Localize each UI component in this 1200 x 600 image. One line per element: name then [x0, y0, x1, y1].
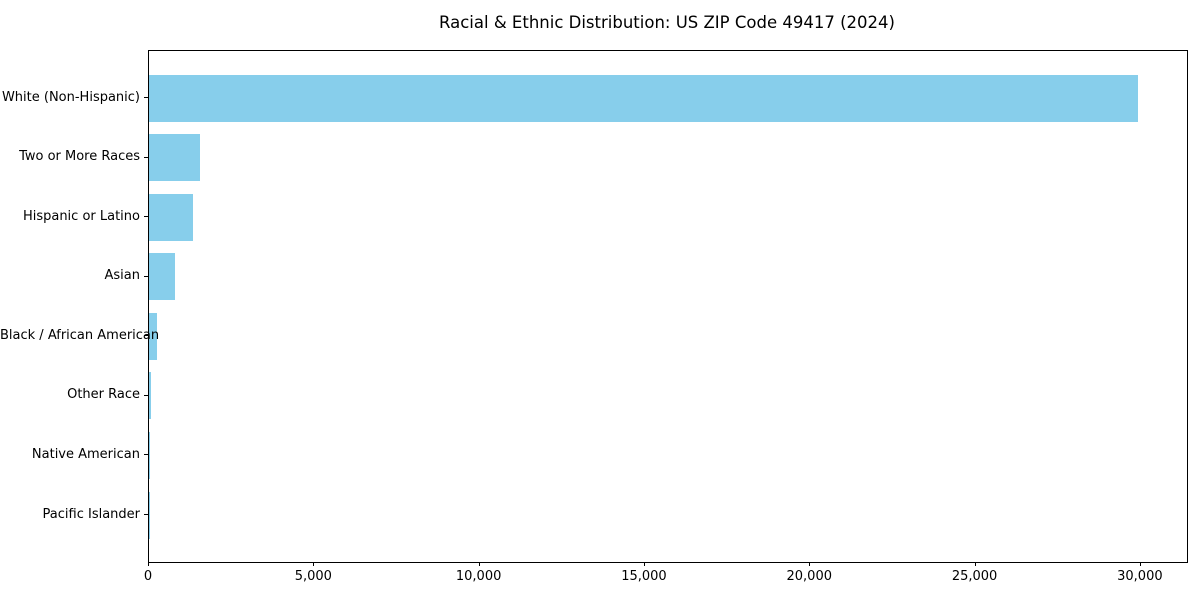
y-tick-label: Native American [31, 446, 140, 462]
y-tick-mark [144, 156, 148, 158]
y-tick-mark [144, 454, 148, 456]
y-tick-mark [144, 394, 148, 396]
chart-title: Racial & Ethnic Distribution: US ZIP Cod… [439, 13, 895, 32]
y-tick-mark [144, 335, 148, 337]
bar [149, 74, 1138, 122]
bar [149, 431, 150, 479]
x-tick-mark [313, 562, 315, 566]
x-tick-label: 10,000 [455, 569, 502, 584]
y-tick-mark [144, 514, 148, 515]
y-tick-label: Black / African American [0, 327, 160, 343]
x-tick-mark [643, 562, 645, 566]
y-tick-label: White (Non-Hispanic) [1, 89, 140, 105]
x-tick-label: 30,000 [1117, 569, 1163, 584]
x-tick-label: 25,000 [951, 569, 998, 584]
plot-area [148, 50, 1188, 563]
y-tick-label: Asian [104, 268, 140, 284]
x-tick-mark [478, 562, 480, 566]
y-tick-mark [144, 216, 148, 218]
x-tick-mark [1139, 562, 1141, 566]
x-tick-label: 0 [143, 569, 153, 584]
x-tick-label: 20,000 [786, 569, 833, 584]
y-tick-label: Hispanic or Latino [22, 208, 140, 224]
x-tick-mark [809, 562, 811, 566]
y-tick-label: Pacific Islander [42, 506, 140, 522]
y-tick-label: Other Race [67, 387, 140, 403]
bar [149, 372, 151, 420]
bar [149, 134, 201, 182]
x-tick-mark [148, 562, 149, 566]
bar [149, 312, 158, 360]
bar [149, 253, 175, 301]
x-tick-label: 5,000 [294, 569, 332, 584]
y-tick-mark [144, 275, 148, 277]
y-tick-mark [144, 97, 148, 98]
x-tick-label: 15,000 [621, 569, 667, 584]
y-tick-label: Two or More Races [19, 149, 140, 165]
bar [149, 193, 193, 241]
x-tick-mark [974, 562, 976, 566]
